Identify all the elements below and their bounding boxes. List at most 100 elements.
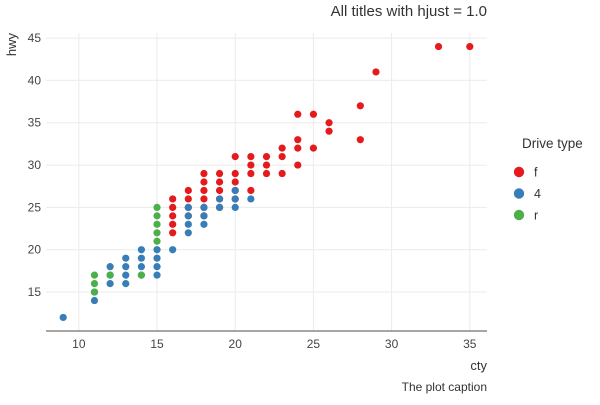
axes: 10 15 20 25 30 35 15 20 25 30 35 40 45 — [28, 31, 487, 351]
data-point — [169, 229, 177, 237]
data-point — [106, 271, 114, 279]
data-point — [262, 161, 271, 169]
data-point — [90, 296, 99, 305]
data-point — [153, 203, 161, 211]
data-point — [169, 203, 177, 211]
data-point — [153, 212, 161, 220]
legend-items: f 4 r — [513, 166, 541, 223]
legend-key — [513, 166, 525, 178]
data-point — [106, 279, 114, 288]
data-point — [215, 195, 224, 203]
data-point — [153, 271, 161, 279]
data-point — [90, 279, 99, 288]
data-point — [200, 220, 208, 228]
data-point — [90, 288, 99, 296]
data-point — [231, 178, 239, 186]
data-point — [200, 195, 208, 203]
data-point — [215, 203, 224, 211]
data-point — [231, 153, 239, 161]
data-point — [122, 279, 130, 288]
data-point — [325, 119, 333, 127]
data-point — [137, 271, 145, 279]
data-point — [200, 178, 208, 186]
y-tick-label: 35 — [28, 116, 42, 130]
data-point — [184, 186, 192, 195]
data-point — [169, 195, 177, 203]
data-point — [153, 246, 161, 254]
data-point — [184, 212, 192, 220]
data-point — [247, 153, 255, 161]
data-point — [169, 246, 177, 254]
data-point — [294, 110, 302, 118]
data-point — [215, 178, 224, 186]
data-point — [200, 169, 208, 178]
data-point — [90, 271, 99, 279]
data-point — [137, 263, 145, 271]
data-point — [153, 263, 161, 271]
data-point — [294, 136, 302, 144]
data-point — [278, 144, 286, 152]
data-point — [309, 144, 318, 152]
data-point — [153, 220, 161, 228]
data-point — [372, 68, 380, 76]
data-point — [200, 186, 208, 195]
x-axis-title: cty — [470, 358, 487, 373]
data-point — [153, 254, 161, 262]
data-point — [356, 102, 364, 110]
data-point — [215, 169, 224, 178]
data-point — [294, 144, 302, 152]
y-tick-label: 15 — [28, 285, 42, 299]
data-point — [106, 263, 114, 271]
chart-caption: The plot caption — [402, 380, 487, 394]
data-point — [278, 153, 286, 161]
data-point — [122, 254, 130, 262]
data-point — [466, 42, 474, 51]
data-point — [184, 229, 192, 237]
data-point — [278, 169, 286, 178]
legend-label: f — [534, 166, 538, 180]
data-point — [200, 212, 208, 220]
data-point — [200, 203, 208, 211]
y-tick-label: 25 — [28, 200, 42, 214]
data-point — [215, 186, 224, 195]
data-point — [169, 212, 177, 220]
y-tick-label: 45 — [28, 31, 42, 45]
y-tick-label: 30 — [28, 158, 42, 172]
data-point — [325, 127, 333, 135]
y-tick-label: 40 — [28, 73, 42, 87]
data-point — [262, 169, 271, 178]
data-point — [231, 169, 239, 178]
x-tick-label: 15 — [150, 337, 164, 351]
x-tick-label: 10 — [72, 337, 86, 351]
data-point — [247, 161, 255, 169]
data-points — [59, 42, 474, 322]
data-point — [153, 237, 161, 245]
data-point — [231, 186, 239, 195]
data-point — [247, 195, 255, 203]
x-tick-label: 35 — [463, 337, 477, 351]
legend-label: 4 — [534, 187, 541, 201]
data-point — [231, 203, 239, 211]
data-point — [247, 186, 255, 195]
legend: Drive type f 4 r — [513, 136, 583, 223]
x-axis-ticks: 10 15 20 25 30 35 — [72, 337, 477, 351]
data-point — [294, 161, 302, 169]
x-tick-label: 25 — [307, 337, 321, 351]
data-point — [184, 203, 192, 211]
data-point — [137, 246, 145, 254]
data-point — [356, 136, 364, 144]
legend-key — [513, 209, 525, 221]
data-point — [184, 220, 192, 228]
data-point — [434, 42, 443, 51]
data-point — [153, 229, 161, 237]
legend-key — [513, 188, 525, 199]
data-point — [137, 254, 145, 262]
legend-title: Drive type — [522, 136, 583, 151]
y-tick-label: 20 — [28, 243, 42, 257]
data-point — [262, 153, 271, 161]
data-point — [122, 271, 130, 279]
data-point — [247, 169, 255, 178]
x-tick-label: 20 — [229, 337, 243, 351]
